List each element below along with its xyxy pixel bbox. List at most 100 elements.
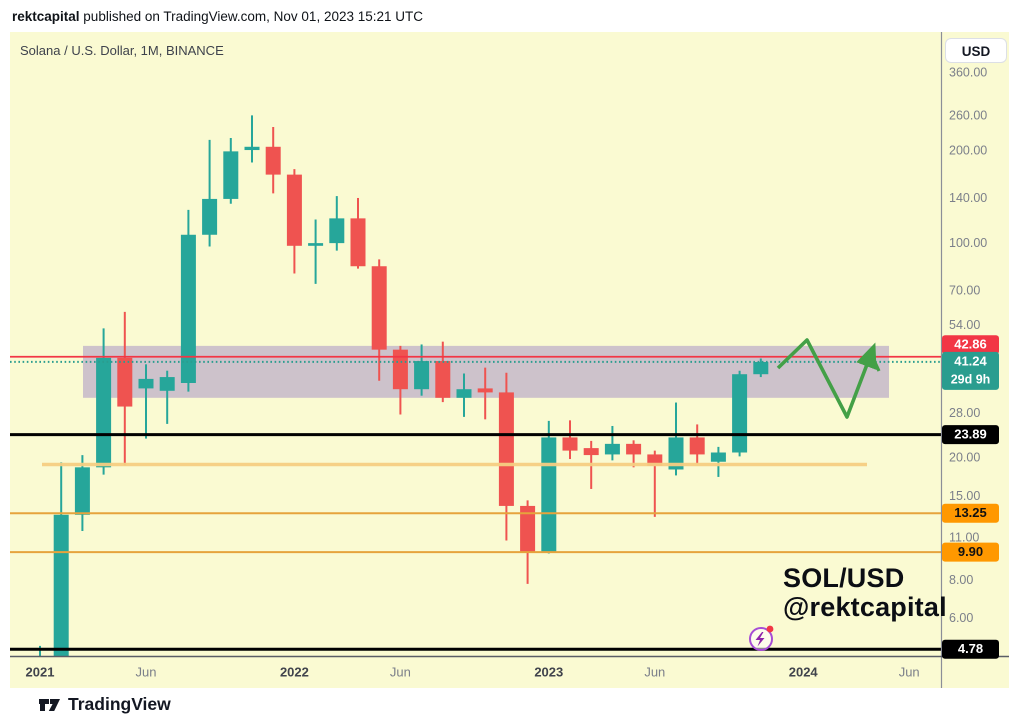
candle-2023-10 [732,370,748,457]
bar-countdown-label: 29d 9h [951,373,991,387]
candle-2022-01 [286,169,302,274]
time-tick-label-Jun: Jun [644,664,665,679]
candle-2022-08 [435,341,451,403]
price-badge-value: 23.89 [954,427,987,442]
time-axis[interactable]: 2021 Jun 2022 Jun 2023 Jun 2024 Jun [26,664,920,679]
candle-body [414,361,430,390]
candle-body [541,437,557,553]
candle-body [96,357,112,468]
publish-info: published on TradingView.com, Nov 01, 20… [79,9,424,24]
candle-body [626,443,642,455]
price-badge-value: 9.90 [958,544,983,559]
price-badge-rect [942,639,999,659]
watermark: SOL/USD @rektcapital [783,564,947,622]
candle-2022-04 [350,197,366,269]
candle-body [689,437,705,455]
price-tick-label: 11.00 [949,530,979,544]
candle-2023-04 [604,425,620,461]
candle-body [583,448,599,456]
price-badge-13.25: 13.25 [942,503,999,523]
time-tick-label-Jun: Jun [136,664,157,679]
candle-body [202,198,218,235]
candle-body [286,174,302,246]
publisher-name: rektcapital [12,9,80,24]
candles-layer [39,115,769,656]
candle-2021-08 [180,209,196,392]
candle-body [710,452,726,462]
candle-body [74,467,90,515]
price-badge-23.89: 23.89 [942,425,999,445]
candle-2021-03 [74,455,90,531]
price-tick-label: 200.00 [949,144,987,158]
price-tick-label: 20.00 [949,451,980,465]
candle-2022-02 [308,219,324,284]
price-tick-label: 360.00 [949,65,987,79]
candle-2021-10 [223,138,239,204]
time-tick-label-Jun: Jun [899,664,920,679]
price-axis[interactable]: 360.00 260.00 200.00 140.00 100.00 70.00 54.00… [949,65,987,625]
candle-body [329,218,345,244]
candle-body [371,266,387,350]
price-tick-label: 100.00 [949,236,987,250]
candle-body [53,514,69,656]
price-tick-label: 8.00 [949,573,973,587]
candle-body [180,234,196,383]
symbol-legend[interactable]: Solana / U.S. Dollar, 1M, BINANCE [20,43,224,58]
price-badge-value: 41.24 [954,353,987,368]
currency-toggle-button[interactable]: USD [945,38,1007,63]
price-badge-value: 4.78 [958,641,983,656]
candle-2021-12 [265,127,281,194]
tradingview-brand[interactable]: TradingView [68,694,171,714]
candle-body [159,377,175,391]
price-tick-label: 6.00 [949,611,973,625]
watermark-symbol: SOL/USD [783,563,905,593]
candle-body [647,454,663,466]
price-badge-41.24: 41.24 29d 9h [942,351,999,390]
candle-body [117,357,133,407]
watermark-handle: @rektcapital [783,592,947,622]
candle-2023-09 [710,446,726,477]
candle-2021-07 [159,370,175,424]
tradingview-logo-icon[interactable] [38,695,61,715]
candle-2023-06 [647,450,663,517]
candle-2021-11 [244,115,260,163]
time-tick-label-Jun: Jun [390,664,411,679]
candle-body [753,362,769,375]
projection-arrow-drawing[interactable] [776,338,877,419]
candle-body [350,218,366,267]
price-tick-label: 54.00 [949,318,980,332]
price-badge-9.90: 9.90 [942,542,999,562]
price-badge-rect [942,425,999,445]
candle-body [668,437,684,470]
price-badge-rect [942,335,999,355]
candle-2023-02 [562,420,578,460]
candle-body [456,389,472,398]
publish-header: rektcapital published on TradingView.com… [12,6,912,28]
candle-body [138,378,154,389]
candle-body [308,243,324,246]
time-tick-label-2022: 2022 [280,664,309,679]
candle-2022-07 [414,344,430,396]
projection-arrow-tail [871,357,881,372]
time-tick-label-2021: 2021 [26,664,55,679]
price-badge-value: 42.86 [954,337,987,352]
candle-body [244,146,260,151]
candle-body [392,349,408,390]
candle-body [223,151,239,199]
candle-body [562,437,578,451]
price-tick-label: 28.00 [949,406,980,420]
candle-2021-09 [202,139,218,247]
price-badge-value: 13.25 [954,505,987,520]
price-badge-rect [942,503,999,523]
footer: TradingView [38,694,171,715]
price-badge-rect [942,351,999,390]
candle-2021-02 [53,462,69,656]
candle-body [520,505,536,553]
price-tick-label: 260.00 [949,109,987,123]
candle-2023-01 [541,420,557,554]
candle-2022-03 [329,196,345,251]
candle-2022-05 [371,259,387,381]
